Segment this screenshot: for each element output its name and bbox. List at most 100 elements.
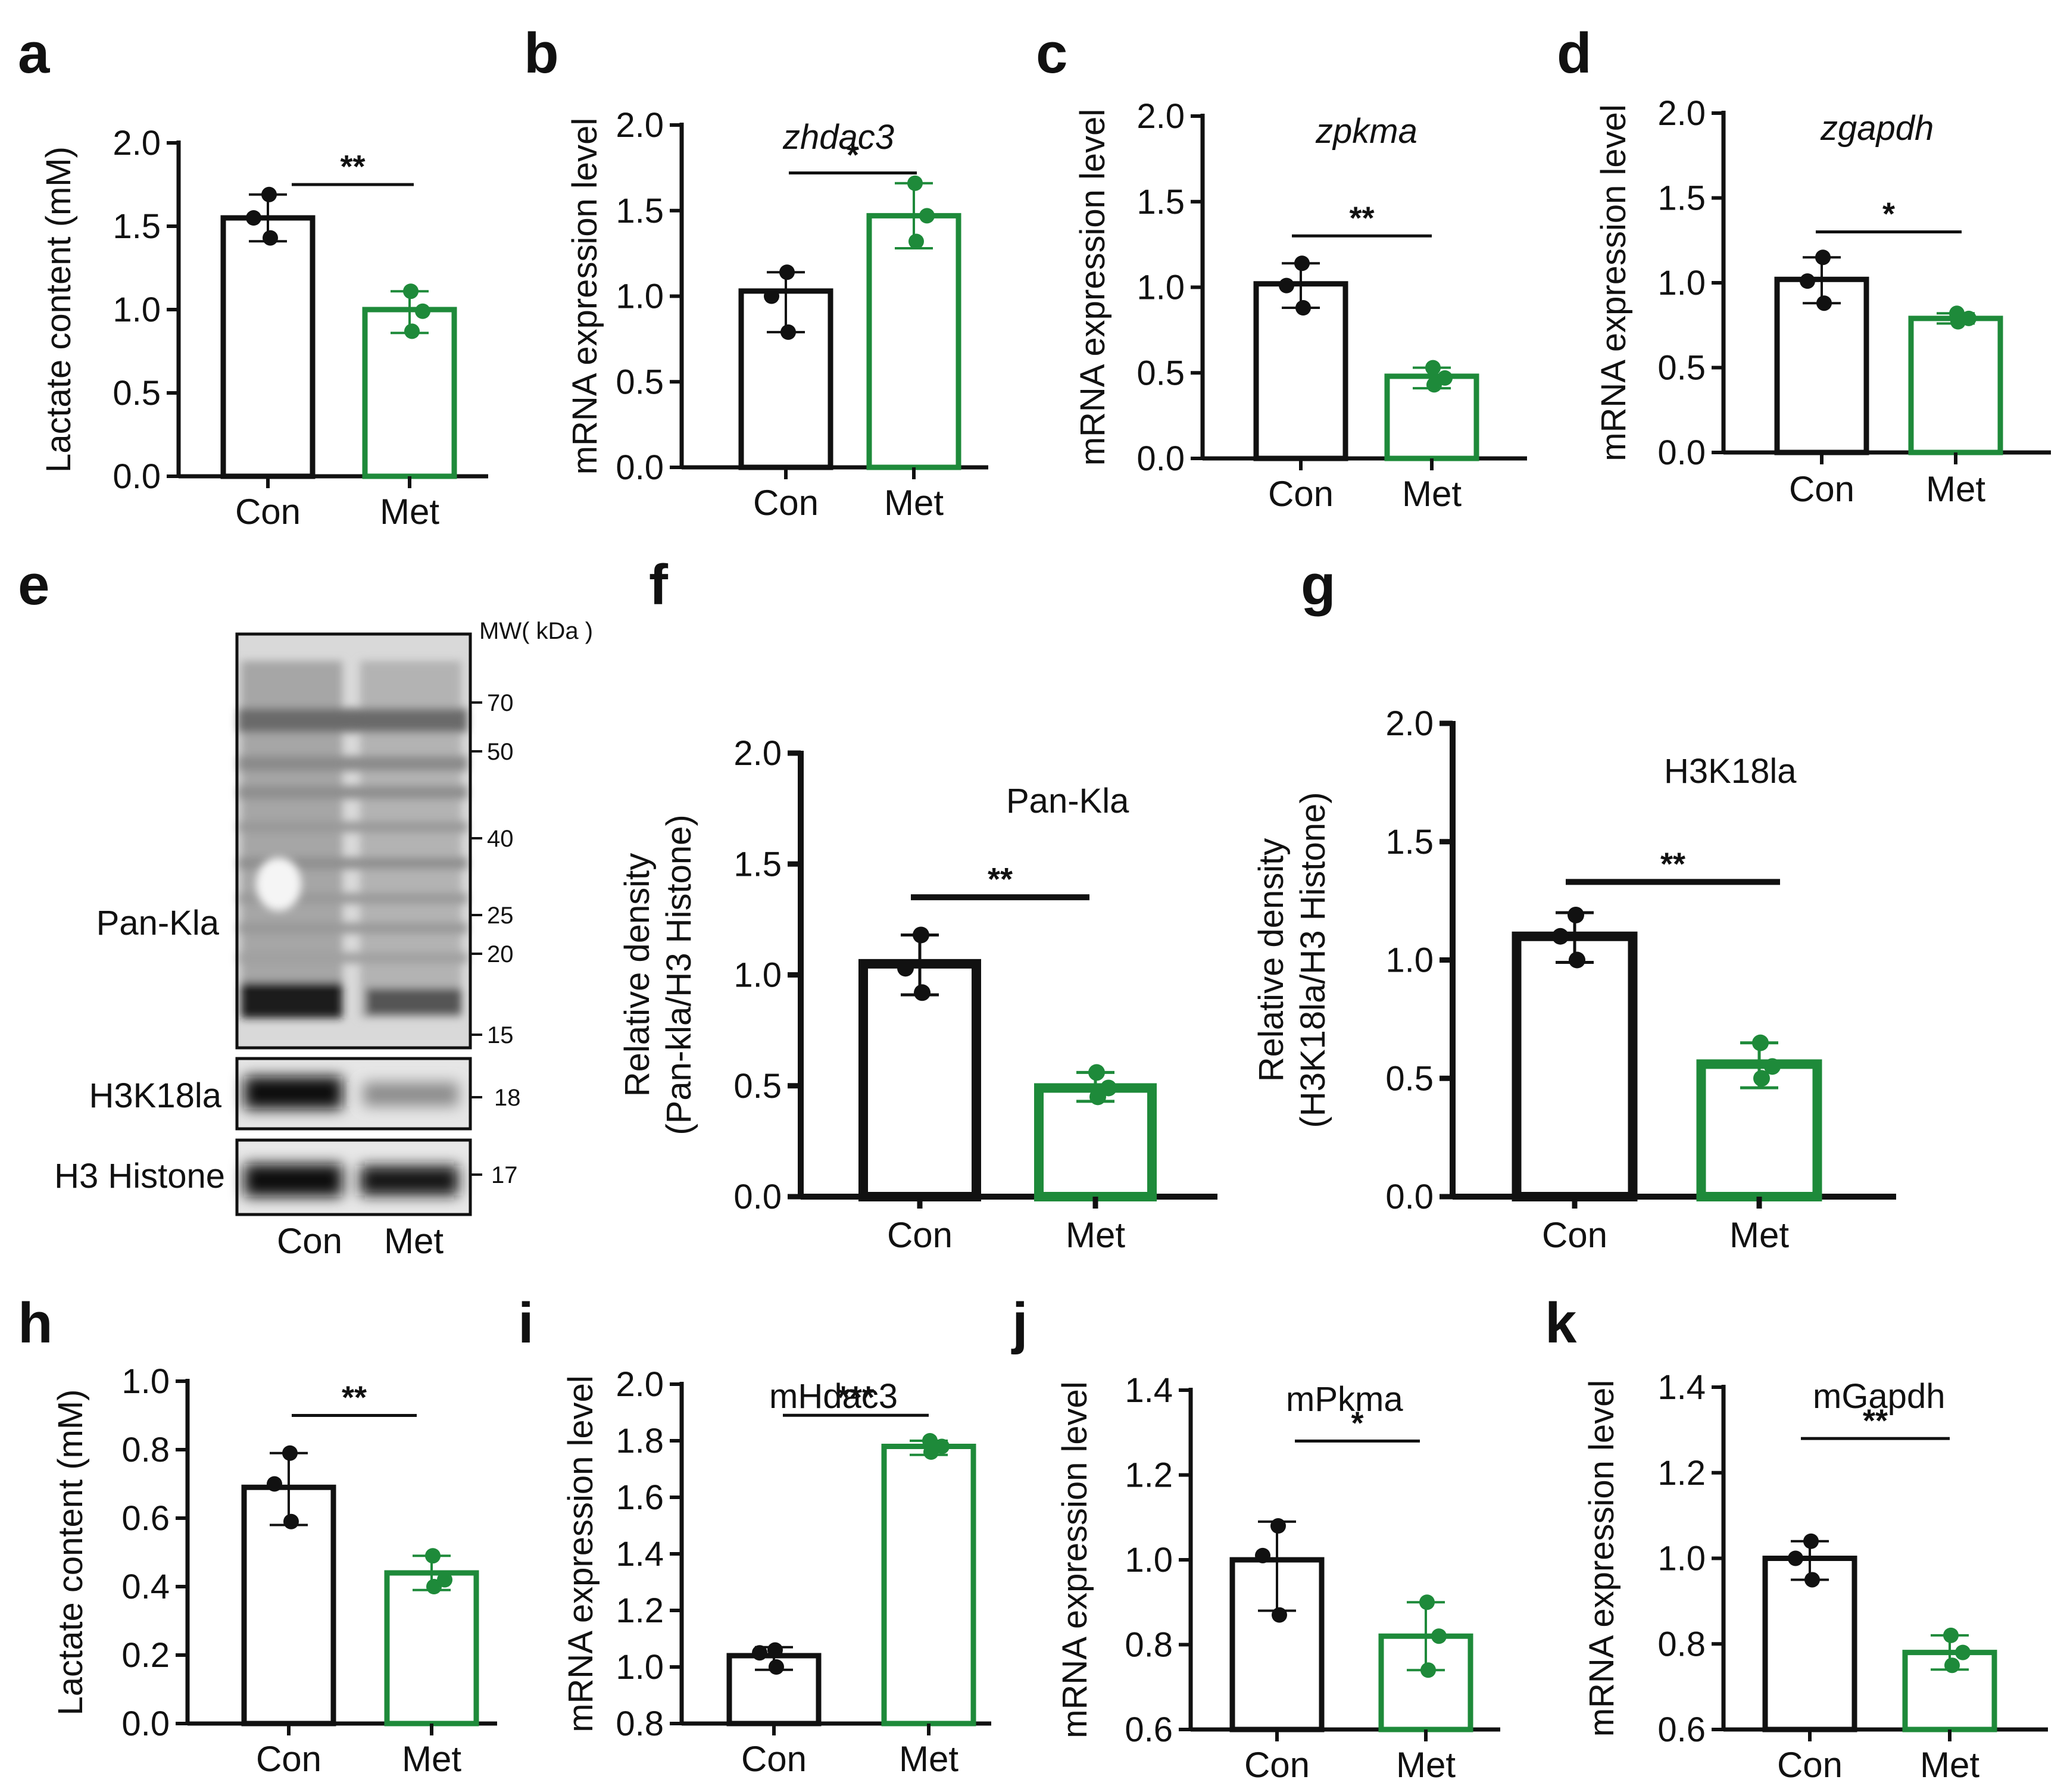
x-tick-label: Met [899,1739,958,1779]
blot-pan-kla [235,632,472,1050]
y-tick-label: 0.6 [121,1499,170,1538]
significance-stars: ** [342,1380,367,1416]
y-tick-label: 0.5 [616,363,664,401]
data-point [1800,273,1815,289]
panel-c: 0.0 0.5 1.0 1.5 2.0 Con Met ** zpkma mRNA express… [1073,97,1527,514]
significance-stars: *** [837,1379,875,1415]
data-point [922,1433,938,1448]
y-tick-label: 1.5 [1136,183,1185,221]
data-point [913,926,929,944]
data-point [1943,1627,1959,1643]
panel-f: 0.0 0.5 1.0 1.5 2.0 Con Met ** Pan-Kla Relative d… [618,734,1217,1255]
y-tick-label: 1.2 [1657,1454,1706,1493]
data-point [426,1579,442,1594]
bar-con [220,215,316,479]
x-tick-label: Met [1926,469,1985,509]
y-tick-label: 0.6 [1657,1710,1706,1749]
data-point [283,1513,299,1529]
bar-met [881,1444,976,1727]
y-tick-label: 1.5 [113,207,161,246]
y-tick-label: 0.5 [1657,349,1706,388]
data-point [1279,277,1294,294]
significance-stars: * [847,138,859,173]
data-point [425,1548,441,1564]
x-tick-label: Met [380,492,439,532]
data-point [415,303,430,319]
bar-met [384,1570,479,1727]
data-point [1426,377,1442,393]
y-axis-label: (Pan-kla/H3 Histone) [660,814,698,1135]
y-tick-label: 0.0 [113,457,161,496]
y-tick-label: 0.0 [1657,433,1706,472]
y-tick-label: 1.4 [616,1535,664,1574]
mw-marker-40: 40 [487,826,514,852]
significance-stars: ** [340,149,365,185]
x-tick-label: Con [753,483,819,523]
mw-marker-25: 25 [487,903,514,929]
panel-h: 0.0 0.2 0.4 0.6 0.8 1.0 Con Met ** Lactate conten… [51,1362,497,1779]
y-tick-label: 0.8 [1657,1625,1706,1663]
y-tick-label: 0.0 [616,448,664,487]
panel-label-f: f [649,553,669,617]
data-point [1431,1628,1447,1644]
y-tick-label: 0.0 [121,1704,170,1743]
y-tick-label: 2.0 [616,1365,664,1404]
data-point [908,233,924,249]
mw-marker-18: 18 [494,1085,521,1111]
data-point [1568,906,1584,923]
y-tick-label: 0.8 [121,1431,170,1469]
y-tick-label: 0.5 [113,374,161,413]
x-tick-label: Met [1396,1745,1456,1785]
significance-stars: * [1351,1406,1363,1441]
data-point [779,264,795,280]
blot-lane-con: Con [277,1221,342,1261]
x-tick-label: Met [402,1739,461,1779]
significance-stars: * [1882,196,1895,232]
chart-title: mPkma [1286,1380,1403,1419]
y-tick-label: 0.8 [1125,1626,1173,1665]
y-tick-label: 0.2 [121,1636,170,1675]
data-point [897,960,914,977]
blot-label-h3-histone: H3 Histone [54,1157,225,1195]
y-tick-label: 1.0 [616,277,664,316]
data-point [752,1645,767,1661]
data-point [1255,1547,1270,1563]
data-point [764,288,779,304]
panel-j: 0.6 0.8 1.0 1.2 1.4 Con Met *mPkma mRNA expressi… [1056,1371,1500,1785]
y-tick-label: 1.0 [1657,1540,1706,1578]
x-tick-label: Con [1268,474,1334,514]
x-tick-label: Met [1729,1215,1789,1255]
y-axis-label: mRNA expression level [1594,104,1633,461]
y-axis-label: mRNA expression level [1582,1380,1621,1737]
mw-title: MW( kDa ) [479,618,593,644]
mw-marker-50: 50 [487,739,514,765]
panel-label-a: a [18,21,50,85]
y-tick-label: 0.5 [1385,1059,1434,1098]
y-tick-label: 1.2 [1125,1456,1173,1495]
x-tick-label: Con [1542,1215,1607,1255]
y-tick-label: 1.0 [1136,269,1185,307]
x-tick-label: Met [884,483,944,523]
y-tick-label: 2.0 [616,106,664,145]
data-point [769,1659,784,1675]
data-point [1425,360,1441,376]
x-tick-label: Con [235,492,301,532]
panel-g: 0.0 0.5 1.0 1.5 2.0 Con Met ** H3K18la Relative d… [1252,704,1896,1255]
y-tick-label: 1.0 [1657,264,1706,302]
data-point [1752,1034,1769,1051]
y-tick-label: 2.0 [1657,94,1706,133]
panel-a: 0.0 0.5 1.0 1.5 2.0 Con Met ** Lactate content (… [39,124,488,532]
data-point [919,208,935,224]
blot-h3-histone [235,1138,472,1216]
panel-k: 0.6 0.8 1.0 1.2 1.4 Con Met **mGapdh mRNA expres… [1582,1368,2048,1785]
panel-label-k: k [1545,1291,1577,1355]
data-point [1272,1607,1287,1623]
data-point [282,1445,298,1461]
y-tick-label: 1.0 [616,1648,664,1687]
chart-title: zpkma [1315,112,1417,151]
data-point [780,324,796,340]
y-tick-label: 0.0 [1385,1178,1434,1216]
data-point [1950,314,1966,330]
x-tick-label: Con [1777,1745,1843,1785]
